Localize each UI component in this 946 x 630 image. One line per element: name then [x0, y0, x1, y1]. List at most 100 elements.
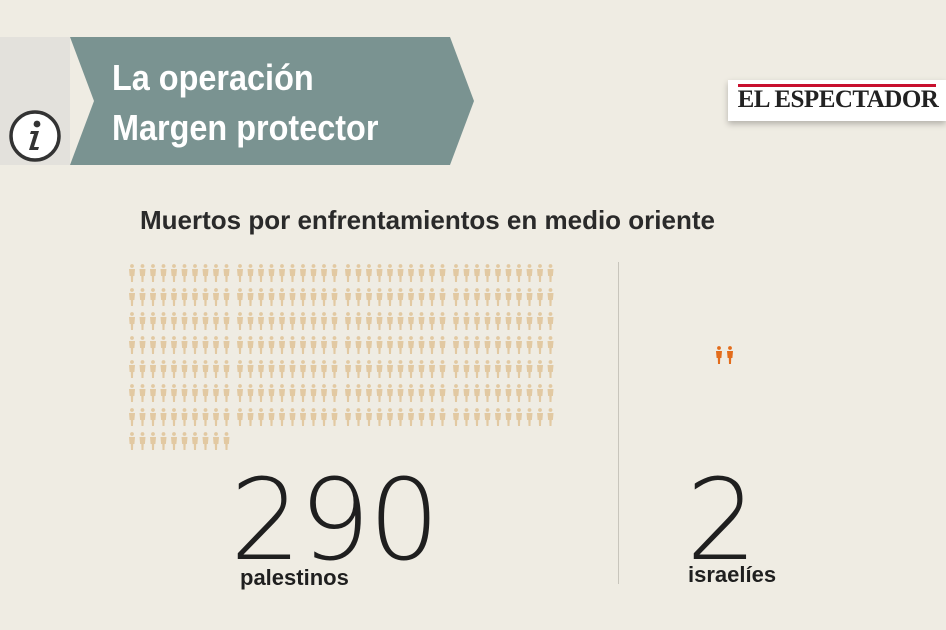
palestinian-person-icon — [439, 288, 446, 306]
subtitle: Muertos por enfrentamientos en medio ori… — [140, 205, 715, 235]
palestinian-person-icon — [516, 360, 522, 378]
palestinian-person-icon — [516, 264, 522, 282]
palestinian-person-icon — [129, 408, 135, 426]
palestinian-person-icon — [387, 360, 393, 378]
palestinian-person-icon — [429, 360, 435, 378]
divider — [618, 262, 619, 584]
palestinian-person-icon — [429, 264, 435, 282]
palestinian-person-icon — [484, 360, 491, 378]
palestinian-person-icon — [387, 264, 393, 282]
palestinian-person-icon — [495, 360, 501, 378]
palestinian-person-icon — [160, 264, 167, 282]
palestinian-person-icon — [237, 264, 243, 282]
palestinian-person-icon — [366, 336, 372, 354]
palestinian-person-icon — [418, 384, 425, 402]
palestinian-person-icon — [247, 288, 254, 306]
palestinian-person-icon — [331, 312, 338, 330]
palestinian-person-icon — [247, 264, 254, 282]
palestinian-person-icon — [192, 360, 198, 378]
palestinian-person-icon — [300, 288, 306, 306]
palestinian-person-icon — [463, 336, 470, 354]
palestinian-person-icon — [139, 312, 146, 330]
palestinian-person-icon — [181, 408, 188, 426]
palestinian-person-icon — [474, 408, 480, 426]
palestinian-person-icon — [376, 384, 383, 402]
palestinian-person-icon — [289, 408, 296, 426]
palestinian-person-icon — [439, 360, 446, 378]
palestinian-person-icon — [387, 312, 393, 330]
palestinian-person-icon — [516, 312, 522, 330]
logo-text: EL ESPECTADOR — [737, 86, 939, 113]
palestinian-label: palestinos — [240, 565, 349, 590]
palestinian-person-icon — [129, 264, 135, 282]
palestinian-person-icon — [300, 360, 306, 378]
palestinian-person-icon — [160, 312, 167, 330]
palestinian-person-icon — [547, 384, 554, 402]
palestinian-person-icon — [484, 288, 491, 306]
palestinian-person-icon — [289, 360, 296, 378]
palestinian-person-icon — [181, 288, 188, 306]
palestinian-person-icon — [376, 288, 383, 306]
palestinian-person-icon — [345, 336, 351, 354]
palestinian-person-icon — [408, 288, 414, 306]
palestinian-person-icon — [213, 408, 219, 426]
palestinian-person-icon — [310, 384, 317, 402]
palestinian-person-icon — [237, 336, 243, 354]
israeli-count: 2 — [686, 456, 758, 586]
palestinian-person-icon — [247, 336, 254, 354]
palestinian-person-icon — [408, 312, 414, 330]
palestinian-person-icon — [213, 312, 219, 330]
palestinian-person-icon — [418, 360, 425, 378]
palestinian-person-icon — [516, 336, 522, 354]
palestinian-person-icon — [429, 336, 435, 354]
palestinian-person-icon — [526, 408, 533, 426]
palestinian-person-icon — [505, 288, 512, 306]
info-box — [0, 37, 70, 165]
palestinian-person-icon — [463, 384, 470, 402]
palestinian-person-icon — [397, 312, 404, 330]
palestinian-person-icon — [321, 336, 327, 354]
palestinian-person-icon — [171, 432, 177, 450]
palestinian-count: 290 — [230, 456, 440, 586]
palestinian-person-icon — [463, 264, 470, 282]
palestinian-person-icon — [526, 384, 533, 402]
palestinian-person-icon — [526, 264, 533, 282]
palestinian-person-icon — [139, 288, 146, 306]
palestinian-person-icon — [268, 384, 275, 402]
palestinian-person-icon — [129, 360, 135, 378]
palestinian-person-icon — [526, 336, 533, 354]
palestinian-person-icon — [429, 408, 435, 426]
palestinian-person-icon — [150, 360, 156, 378]
palestinian-person-icon — [310, 264, 317, 282]
palestinian-person-icon — [331, 288, 338, 306]
palestinian-person-icon — [310, 360, 317, 378]
palestinian-person-icon — [495, 312, 501, 330]
palestinian-person-icon — [366, 264, 372, 282]
palestinian-person-icon — [223, 288, 230, 306]
palestinian-person-icon — [289, 312, 296, 330]
palestinian-person-icon — [408, 408, 414, 426]
palestinian-person-icon — [258, 384, 264, 402]
palestinian-person-icon — [279, 288, 285, 306]
palestinian-person-icon — [547, 336, 554, 354]
palestinian-person-icon — [355, 264, 362, 282]
palestinian-person-icon — [537, 408, 543, 426]
palestinian-person-icon — [279, 360, 285, 378]
palestinian-person-icon — [474, 312, 480, 330]
palestinian-person-icon — [526, 288, 533, 306]
palestinian-person-icon — [160, 408, 167, 426]
palestinian-person-icon — [516, 384, 522, 402]
palestinian-person-icon — [150, 288, 156, 306]
israeli-label: israelíes — [688, 562, 777, 587]
palestinian-person-icon — [345, 312, 351, 330]
palestinian-person-icon — [202, 336, 209, 354]
palestinian-person-icon — [258, 408, 264, 426]
palestinian-person-icon — [171, 384, 177, 402]
palestinian-person-icon — [418, 312, 425, 330]
palestinian-person-icon — [366, 360, 372, 378]
palestinian-person-icon — [408, 264, 414, 282]
palestinian-person-icon — [505, 312, 512, 330]
palestinian-person-icon — [171, 312, 177, 330]
palestinian-person-icon — [547, 408, 554, 426]
